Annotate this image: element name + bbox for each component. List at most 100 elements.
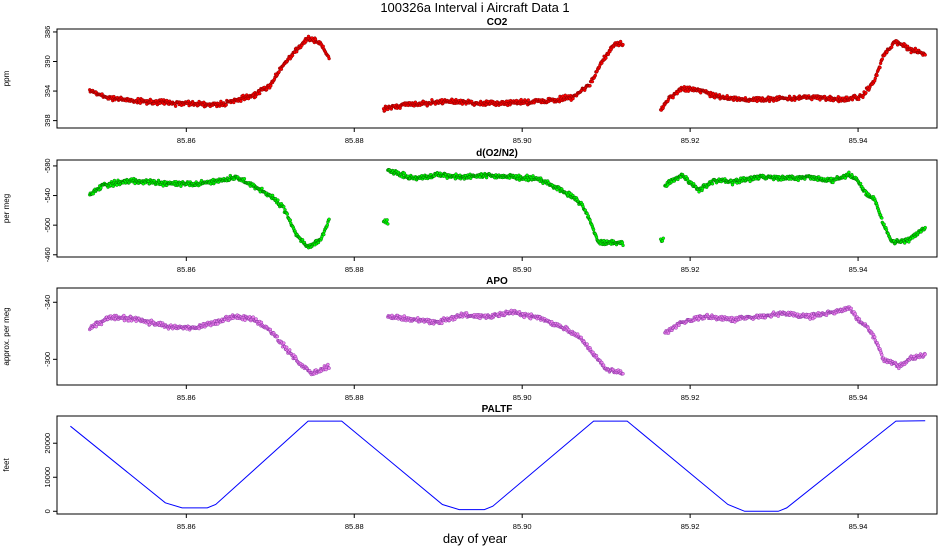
- co2-data: [87, 34, 927, 113]
- apo-point: [621, 372, 625, 376]
- apo-point: [275, 334, 279, 339]
- o2n2-point: [385, 218, 389, 222]
- apo-point: [326, 362, 330, 367]
- apo-point: [94, 325, 98, 329]
- o2n2-point: [115, 183, 119, 187]
- apo-x-tick-label: 85.94: [849, 393, 868, 402]
- paltf-y-tick-label: 0: [43, 509, 52, 513]
- paltf-title: PALTF: [482, 404, 513, 415]
- co2-point: [173, 104, 178, 108]
- panels: CO2 ppm 386 390 394 398 85.86 85.88 85.90 85.92 85…: [2, 17, 938, 531]
- co2-point: [460, 102, 465, 106]
- o2n2-plot-frame: [56, 159, 938, 258]
- o2n2-point: [591, 227, 596, 232]
- co2-point: [864, 91, 868, 95]
- co2-point: [258, 91, 262, 96]
- co2-x-tick-label: 85.90: [513, 136, 532, 145]
- o2n2-point: [260, 186, 264, 191]
- o2n2-x-tick-label: 85.94: [849, 265, 868, 274]
- co2-point: [873, 76, 877, 81]
- co2-plot-frame: [56, 28, 938, 129]
- apo-point: [857, 317, 862, 321]
- co2-point: [875, 73, 879, 78]
- o2n2-x-tick-label: 85.90: [513, 265, 532, 274]
- co2-point: [880, 57, 884, 61]
- o2n2-point: [748, 179, 752, 184]
- apo-title: APO: [486, 276, 508, 287]
- co2-point: [857, 97, 861, 102]
- paltf-x-tick-label: 85.92: [681, 522, 700, 531]
- co2-x-tick-label: 85.94: [849, 136, 868, 145]
- co2-point: [590, 79, 595, 84]
- apo-point: [677, 323, 681, 327]
- co2-y-axis-label: ppm: [2, 70, 11, 86]
- paltf-x-tick-label: 85.86: [177, 522, 196, 531]
- o2n2-point: [386, 222, 390, 226]
- figure-title: 100326a Interval i Aircraft Data 1: [380, 0, 569, 15]
- figure-x-axis-label: day of year: [443, 531, 508, 546]
- apo-point: [600, 360, 604, 365]
- apo-point: [259, 320, 264, 325]
- apo-point: [99, 322, 104, 327]
- apo-point: [849, 306, 853, 311]
- apo-point: [440, 321, 444, 326]
- paltf-x-tick-label: 85.94: [849, 522, 868, 531]
- o2n2-x-tick-label: 85.92: [681, 265, 700, 274]
- o2n2-x-tick-label: 85.88: [345, 265, 364, 274]
- o2n2-point: [620, 240, 625, 245]
- o2n2-point: [276, 198, 280, 202]
- co2-point: [923, 53, 927, 57]
- apo-y-tick-label: -300: [43, 352, 52, 367]
- o2n2-point: [697, 190, 701, 194]
- co2-x-tick-label: 85.86: [177, 136, 196, 145]
- co2-point: [277, 70, 281, 74]
- o2n2-point: [923, 225, 927, 230]
- apo-x-tick-label: 85.92: [681, 393, 700, 402]
- co2-point: [269, 84, 273, 88]
- co2-y-tick-label: 386: [43, 26, 52, 39]
- apo-point: [517, 310, 522, 314]
- o2n2-panel: d(O2/N2) per meg -460 -500 -540 -580 85.86 85.8…: [2, 148, 938, 274]
- co2-y-tick-label: 394: [43, 85, 52, 98]
- co2-point: [327, 56, 331, 61]
- o2n2-point: [880, 216, 884, 220]
- paltf-x-tick-label: 85.90: [513, 522, 532, 531]
- paltf-y-axis-label: feet: [2, 458, 11, 472]
- o2n2-y-axis-label: per meg: [2, 194, 11, 223]
- o2n2-y-tick-label: -540: [43, 188, 52, 203]
- co2-point: [604, 56, 608, 60]
- apo-point: [876, 343, 880, 347]
- co2-point: [588, 83, 592, 88]
- apo-x-tick-label: 85.86: [177, 393, 196, 402]
- co2-point: [593, 73, 597, 78]
- apo-point: [824, 313, 829, 317]
- o2n2-point: [847, 170, 851, 175]
- o2n2-point: [288, 218, 292, 222]
- o2n2-point: [282, 204, 286, 209]
- apo-point: [880, 353, 884, 357]
- o2n2-point: [242, 176, 247, 181]
- co2-point: [621, 42, 625, 47]
- co2-panel: CO2 ppm 386 390 394 398 85.86 85.88 85.90 85.92 85…: [2, 17, 938, 145]
- co2-title: CO2: [487, 17, 508, 28]
- o2n2-point: [322, 232, 326, 237]
- paltf-y-tick-label: 10000: [43, 467, 52, 488]
- o2n2-y-tick-label: -500: [43, 218, 52, 233]
- o2n2-point: [325, 223, 329, 227]
- apo-x-tick-label: 85.90: [513, 393, 532, 402]
- o2n2-y-tick-label: -580: [43, 158, 52, 173]
- apo-point: [251, 315, 255, 319]
- apo-y-tick-label: -340: [43, 295, 52, 310]
- o2n2-point: [710, 182, 715, 186]
- co2-point: [224, 103, 228, 107]
- co2-x-tick-label: 85.88: [345, 136, 364, 145]
- o2n2-point: [621, 243, 625, 248]
- apo-point: [585, 342, 589, 346]
- o2n2-point: [858, 181, 863, 186]
- o2n2-point: [588, 218, 592, 222]
- co2-point: [290, 53, 295, 58]
- apo-x-tick-label: 85.88: [345, 393, 364, 402]
- co2-y-tick-label: 390: [43, 55, 52, 68]
